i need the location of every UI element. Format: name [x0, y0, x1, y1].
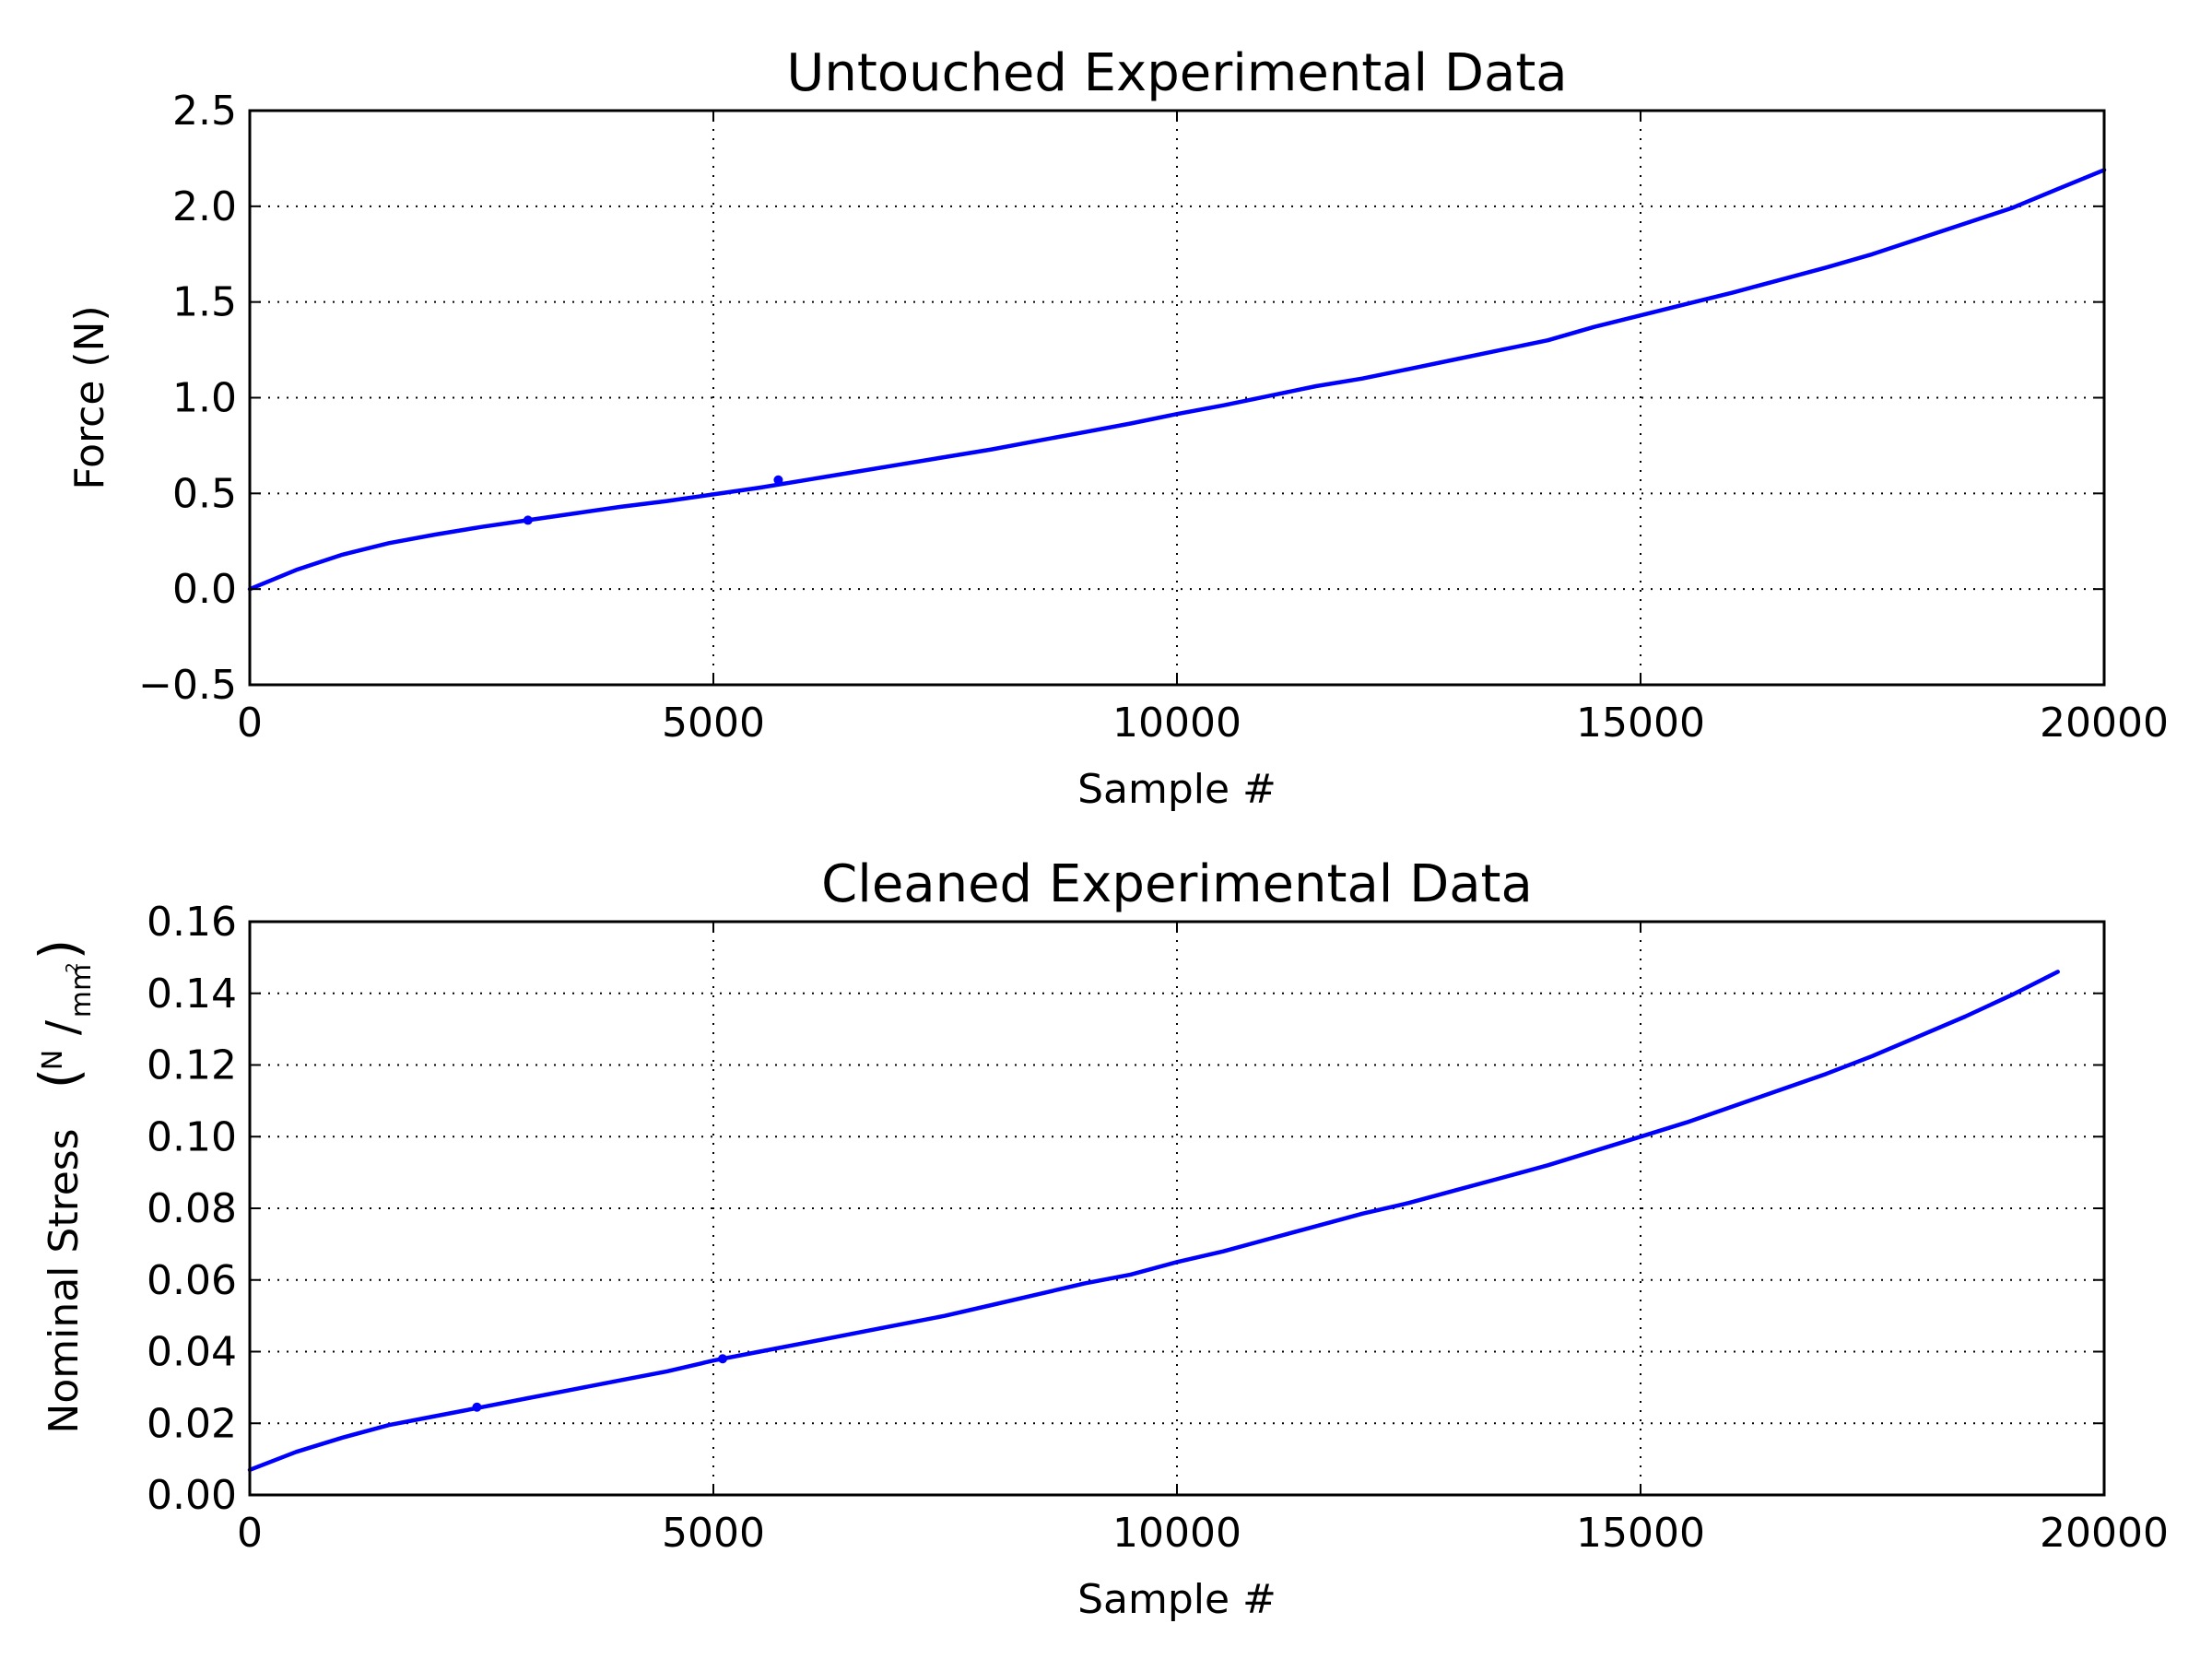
stress-chart-y-tick-label: 0.04: [147, 1329, 237, 1376]
stress-chart-series-line: [247, 970, 2060, 1473]
force-chart-x-tick-label: 0: [237, 700, 263, 747]
stress-chart-x-tick-label: 20000: [2040, 1510, 2169, 1557]
force-chart-data-point: [773, 475, 783, 485]
stress-chart-y-tick-label: 0.12: [147, 1042, 237, 1089]
stress-chart-y-tick-label: 0.16: [147, 899, 237, 946]
stress-chart-y-tick-label: 0.14: [147, 971, 237, 1018]
stress-chart-y-unit-close-paren: ): [28, 939, 90, 960]
stress-chart-x-tick-label: 15000: [1576, 1510, 1705, 1557]
stress-chart-x-tick-label: 5000: [662, 1510, 765, 1557]
force-chart-x-tick-label: 10000: [1112, 700, 1241, 747]
force-chart-y-tick-label: 1.0: [172, 375, 237, 422]
stress-chart-series: [247, 970, 2060, 1473]
stress-chart-title: Cleaned Experimental Data: [821, 854, 1533, 914]
force-chart-y-tick-label: 2.0: [172, 183, 237, 230]
stress-chart: 0 5000 10000 15000 20000 0.00 0.02 0.04 0.06 0.08…: [28, 854, 2169, 1623]
force-chart-x-axis-label: Sample #: [1077, 766, 1277, 813]
stress-chart-y-unit-denominator: mm: [65, 964, 98, 1018]
force-chart-y-tick-label: −0.5: [138, 662, 237, 709]
force-chart-x-tick-label: 5000: [662, 700, 765, 747]
stress-chart-y-tick-label: 0.10: [147, 1113, 237, 1160]
stress-chart-y-axis-label: Nominal Stress: [41, 1128, 88, 1433]
stress-chart-y-unit-denominator-exponent: 2: [63, 962, 82, 972]
force-chart-x-tick-label: 20000: [2040, 700, 2169, 747]
force-chart-series: [247, 168, 2107, 592]
stress-chart-y-tick-label: 0.08: [147, 1185, 237, 1232]
force-chart-y-tick-label: 0.0: [172, 566, 237, 613]
stress-chart-data-point: [472, 1402, 482, 1412]
force-chart: 0 5000 10000 15000 20000 −0.5 0.0 0.5 1.0 1.5 2.0 2…: [66, 43, 2169, 813]
stress-chart-x-tick-label: 0: [237, 1510, 263, 1557]
force-chart-y-tick-label: 0.5: [172, 470, 237, 517]
stress-chart-y-tick-label: 0.06: [147, 1257, 237, 1304]
stress-chart-y-unit-slash: /: [37, 1019, 88, 1035]
force-chart-grid: [250, 111, 2104, 685]
stress-chart-y-axis-label-text: Nominal Stress: [41, 1128, 88, 1433]
force-chart-x-tick-label: 15000: [1576, 700, 1705, 747]
force-chart-data-point: [523, 515, 533, 525]
stress-chart-y-unit-numerator: N: [37, 1050, 69, 1070]
stress-chart-grid: [250, 922, 2104, 1495]
force-chart-y-tick-label: 1.5: [172, 279, 237, 326]
stress-chart-y-axis-label-group: Nominal Stress ( N / mm 2 ): [28, 939, 98, 1434]
stress-chart-y-tick-label: 0.00: [147, 1472, 237, 1519]
stress-chart-data-point: [718, 1354, 728, 1364]
force-chart-y-axis-label: Force (N): [66, 305, 113, 489]
stress-chart-ticks: 0 5000 10000 15000 20000 0.00 0.02 0.04 0.06 0.08…: [147, 899, 2169, 1557]
stress-chart-y-tick-label: 0.02: [147, 1400, 237, 1447]
stress-chart-x-tick-label: 10000: [1112, 1510, 1241, 1557]
force-chart-y-tick-label: 2.5: [172, 88, 237, 135]
stress-chart-x-axis-label: Sample #: [1077, 1576, 1277, 1623]
force-chart-series-line: [247, 168, 2107, 592]
force-chart-ticks: 0 5000 10000 15000 20000 −0.5 0.0 0.5 1.0 1.5 2.0 2…: [138, 88, 2169, 747]
force-chart-title: Untouched Experimental Data: [786, 43, 1567, 103]
stress-chart-y-unit-open-paren: (: [28, 1068, 90, 1089]
